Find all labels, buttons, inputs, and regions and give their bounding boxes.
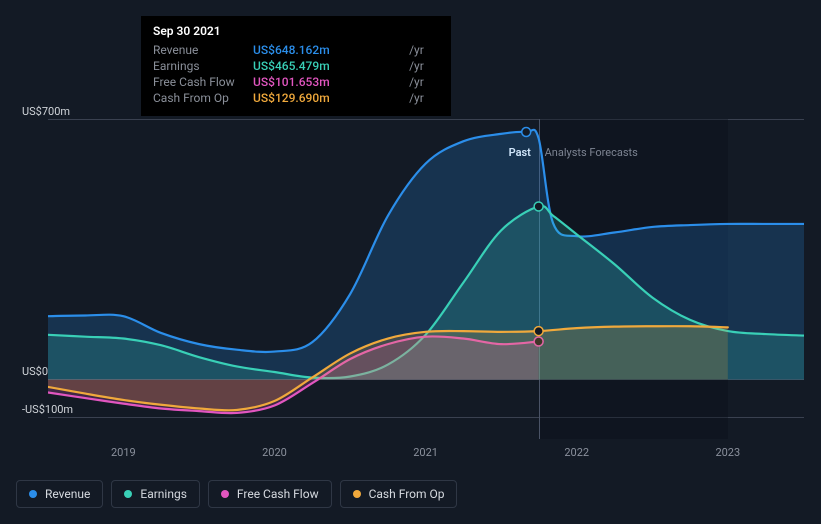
tooltip-row-value: US$129.690m (253, 90, 409, 106)
tooltip-row-label: Free Cash Flow (153, 74, 253, 90)
legend: Revenue Earnings Free Cash Flow Cash From O… (16, 480, 457, 508)
x-axis-label: 2023 (715, 446, 740, 459)
tooltip-row-value: US$465.479m (253, 58, 409, 74)
tooltip-row-label: Cash From Op (153, 90, 253, 106)
legend-item-label: Revenue (45, 487, 90, 501)
tooltip-row: Cash From OpUS$129.690m/yr (153, 90, 439, 106)
series-marker-revenue (522, 128, 531, 137)
tooltip-row-label: Revenue (153, 42, 253, 58)
tooltip-row-unit: /yr (409, 42, 439, 58)
tooltip-table: RevenueUS$648.162m/yrEarningsUS$465.479m… (153, 42, 439, 106)
legend-dot-icon (221, 490, 229, 498)
x-axis-labels: 2019 2020 2021 2022 2023 (48, 446, 804, 466)
plot-area: US$700mUS$0-US$100m Past Analysts Foreca… (16, 119, 804, 439)
tooltip-row-value: US$101.653m (253, 74, 409, 90)
legend-dot-icon (353, 490, 361, 498)
series-marker-cfo (534, 327, 543, 336)
tooltip-row: Free Cash FlowUS$101.653m/yr (153, 74, 439, 90)
x-axis-label: 2020 (262, 446, 287, 459)
y-axis-label: US$0 (22, 365, 48, 378)
legend-item-label: Earnings (140, 487, 187, 501)
x-axis-label: 2022 (564, 446, 589, 459)
x-axis-label: 2021 (413, 446, 438, 459)
tooltip-row-unit: /yr (409, 74, 439, 90)
tooltip-row: EarningsUS$465.479m/yr (153, 58, 439, 74)
legend-item-revenue[interactable]: Revenue (16, 480, 103, 508)
legend-item-label: Cash From Op (369, 487, 445, 501)
y-axis-label: US$700m (22, 105, 70, 118)
tooltip-date: Sep 30 2021 (153, 24, 439, 38)
legend-item-fcf[interactable]: Free Cash Flow (208, 480, 332, 508)
x-axis-label: 2019 (111, 446, 136, 459)
financials-chart: US$700mUS$0-US$100m Past Analysts Foreca… (0, 0, 821, 524)
tooltip-row-value: US$648.162m (253, 42, 409, 58)
series-marker-earnings (534, 202, 543, 211)
legend-item-label: Free Cash Flow (237, 487, 319, 501)
tooltip-row-unit: /yr (409, 58, 439, 74)
legend-dot-icon (29, 490, 37, 498)
legend-dot-icon (124, 490, 132, 498)
tooltip-row-unit: /yr (409, 90, 439, 106)
tooltip-row-label: Earnings (153, 58, 253, 74)
chart-svg (48, 119, 804, 439)
legend-item-earnings[interactable]: Earnings (111, 480, 200, 508)
tooltip-row: RevenueUS$648.162m/yr (153, 42, 439, 58)
legend-item-cfo[interactable]: Cash From Op (340, 480, 458, 508)
tooltip: Sep 30 2021 RevenueUS$648.162m/yrEarning… (141, 16, 451, 116)
